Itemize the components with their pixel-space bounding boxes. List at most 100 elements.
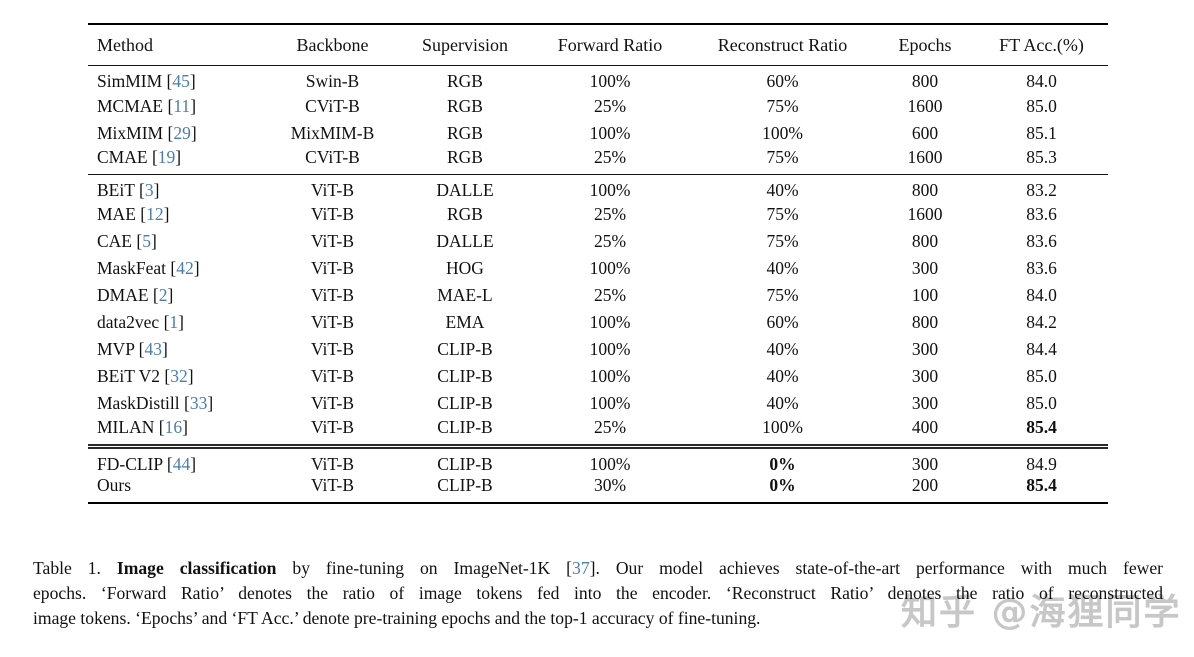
citation-link[interactable]: 44 [172, 454, 191, 474]
method-cell: MVP [43] [97, 339, 168, 359]
forward-cell: 100% [589, 258, 631, 278]
table-row-simmim: SimMIM [45] Swin-B RGB 100% 60% 800 84.0 [88, 66, 1108, 93]
forward-cell: 100% [589, 393, 631, 413]
watermark-zhihu: 知乎 @海狸同学 [901, 592, 1182, 633]
supervision-cell: CLIP-B [437, 366, 493, 386]
method-cell: CMAE [19] [97, 146, 182, 167]
citation-link[interactable]: 37 [572, 558, 590, 578]
backbone-cell: Swin-B [305, 71, 360, 92]
forward-cell: 25% [593, 231, 627, 251]
method-cell: Ours [97, 475, 132, 495]
acc-cell: 85.0 [1026, 393, 1057, 413]
forward-cell: 100% [589, 179, 631, 200]
caption-text: image tokens. ‘Epochs’ and ‘FT Acc.’ den… [33, 608, 761, 628]
citation-link[interactable]: 19 [157, 146, 176, 167]
forward-cell: 25% [593, 417, 627, 437]
supervision-cell: DALLE [436, 231, 494, 251]
method-cell: MILAN [16] [97, 417, 188, 437]
table-row-fd-clip: FD-CLIP [44] ViT-B CLIP-B 100% 0% 300 84.9 [88, 447, 1108, 476]
table-row-dmae: DMAE [2] ViT-B MAE-L 25% 75% 100 84.0 [88, 282, 1108, 309]
backbone-cell: ViT-B [310, 231, 355, 251]
supervision-cell: MAE-L [437, 285, 493, 305]
backbone-cell: ViT-B [310, 475, 355, 495]
citation-link[interactable]: 32 [170, 366, 188, 386]
citation-link[interactable]: 11 [173, 95, 191, 116]
column-header-method: Method [97, 35, 153, 55]
reconstruct-cell: 60% [766, 312, 799, 332]
supervision-cell: RGB [447, 71, 483, 92]
epochs-cell: 1600 [907, 146, 943, 167]
method-cell: BEiT [3] [97, 179, 160, 200]
forward-cell: 100% [589, 366, 631, 386]
forward-cell: 30% [593, 475, 627, 495]
citation-link[interactable]: 2 [158, 285, 168, 305]
citation-link[interactable]: 1 [169, 312, 179, 332]
caption-text: by fine-tuning on ImageNet-1K [ [276, 558, 573, 578]
reconstruct-cell: 40% [766, 393, 799, 413]
method-cell: MaskDistill [33] [97, 393, 214, 413]
method-cell: CAE [5] [97, 231, 157, 251]
method-cell: MCMAE [11] [97, 95, 197, 116]
caption-text: epochs. ‘Forward Ratio’ denotes the rati… [33, 583, 1163, 603]
supervision-cell: CLIP-B [437, 393, 493, 413]
acc-cell: 83.6 [1026, 231, 1057, 251]
epochs-cell: 1600 [907, 95, 943, 116]
reconstruct-cell: 40% [766, 179, 799, 200]
method-cell: data2vec [1] [97, 312, 184, 332]
supervision-cell: RGB [447, 95, 483, 116]
table-row-mvp: MVP [43] ViT-B CLIP-B 100% 40% 300 84.4 [88, 336, 1108, 363]
citation-link[interactable]: 12 [146, 204, 164, 224]
citation-link[interactable]: 45 [172, 71, 190, 92]
backbone-cell: MixMIM-B [290, 122, 375, 143]
citation-link[interactable]: 42 [176, 258, 194, 278]
table-head: Method Backbone Supervision Forward Ratio Re… [88, 24, 1108, 66]
backbone-cell: ViT-B [310, 366, 355, 386]
citation-link[interactable]: 5 [142, 231, 151, 251]
acc-cell: 84.0 [1026, 285, 1057, 305]
backbone-cell: CViT-B [305, 146, 360, 167]
epochs-cell: 100 [911, 285, 939, 305]
epochs-cell: 600 [911, 122, 939, 143]
supervision-cell: RGB [447, 122, 483, 143]
results-table: Method Backbone Supervision Forward Ratio Re… [88, 23, 1108, 504]
backbone-cell: ViT-B [310, 258, 355, 278]
epochs-cell: 300 [911, 393, 939, 413]
acc-cell: 85.0 [1026, 366, 1057, 386]
forward-cell: 25% [593, 146, 627, 167]
acc-cell: 85.4 [1026, 417, 1057, 437]
reconstruct-cell: 75% [766, 231, 799, 251]
supervision-cell: CLIP-B [437, 475, 493, 495]
reconstruct-cell: 100% [762, 417, 803, 437]
caption-text: Image classification [116, 558, 277, 578]
caption-line-2: epochs. ‘Forward Ratio’ denotes the rati… [33, 581, 1163, 606]
citation-link[interactable]: 33 [189, 393, 208, 413]
citation-link[interactable]: 3 [144, 179, 154, 200]
table-row-maskfeat: MaskFeat [42] ViT-B HOG 100% 40% 300 83.6 [88, 255, 1108, 282]
column-header-backbone: Backbone [296, 35, 369, 55]
reconstruct-cell: 75% [766, 204, 799, 224]
acc-cell: 84.2 [1026, 312, 1057, 332]
method-cell: DMAE [2] [97, 285, 174, 305]
epochs-cell: 300 [911, 366, 939, 386]
reconstruct-cell: 75% [766, 285, 799, 305]
table-row-mcmae: MCMAE [11] CViT-B RGB 25% 75% 1600 85.0 [88, 93, 1108, 120]
acc-cell: 84.0 [1026, 71, 1057, 92]
epochs-cell: 200 [911, 475, 939, 495]
citation-link[interactable]: 29 [173, 122, 191, 143]
backbone-cell: ViT-B [310, 417, 355, 437]
epochs-cell: 400 [911, 417, 939, 437]
citation-link[interactable]: 43 [144, 339, 163, 359]
column-header-forward-ratio: Forward Ratio [557, 35, 663, 55]
epochs-cell: 300 [911, 258, 939, 278]
table-row-maskdistill: MaskDistill [33] ViT-B CLIP-B 100% 40% 300 85.… [88, 390, 1108, 417]
table-row-beit-v2: BEiT V2 [32] ViT-B CLIP-B 100% 40% 300 85.0 [88, 363, 1108, 390]
table-row-mae: MAE [12] ViT-B RGB 25% 75% 1600 83.6 [88, 201, 1108, 228]
table-row-data2vec: data2vec [1] ViT-B EMA 100% 60% 800 84.2 [88, 309, 1108, 336]
table-row-ours: Ours ViT-B CLIP-B 30% 0% 200 85.4 [88, 475, 1108, 503]
backbone-cell: ViT-B [310, 339, 355, 359]
forward-cell: 100% [589, 312, 631, 332]
epochs-cell: 800 [911, 71, 939, 92]
table-row-mixmim: MixMIM [29] MixMIM-B RGB 100% 100% 600 85.1 [88, 120, 1108, 147]
citation-link[interactable]: 16 [164, 417, 183, 437]
